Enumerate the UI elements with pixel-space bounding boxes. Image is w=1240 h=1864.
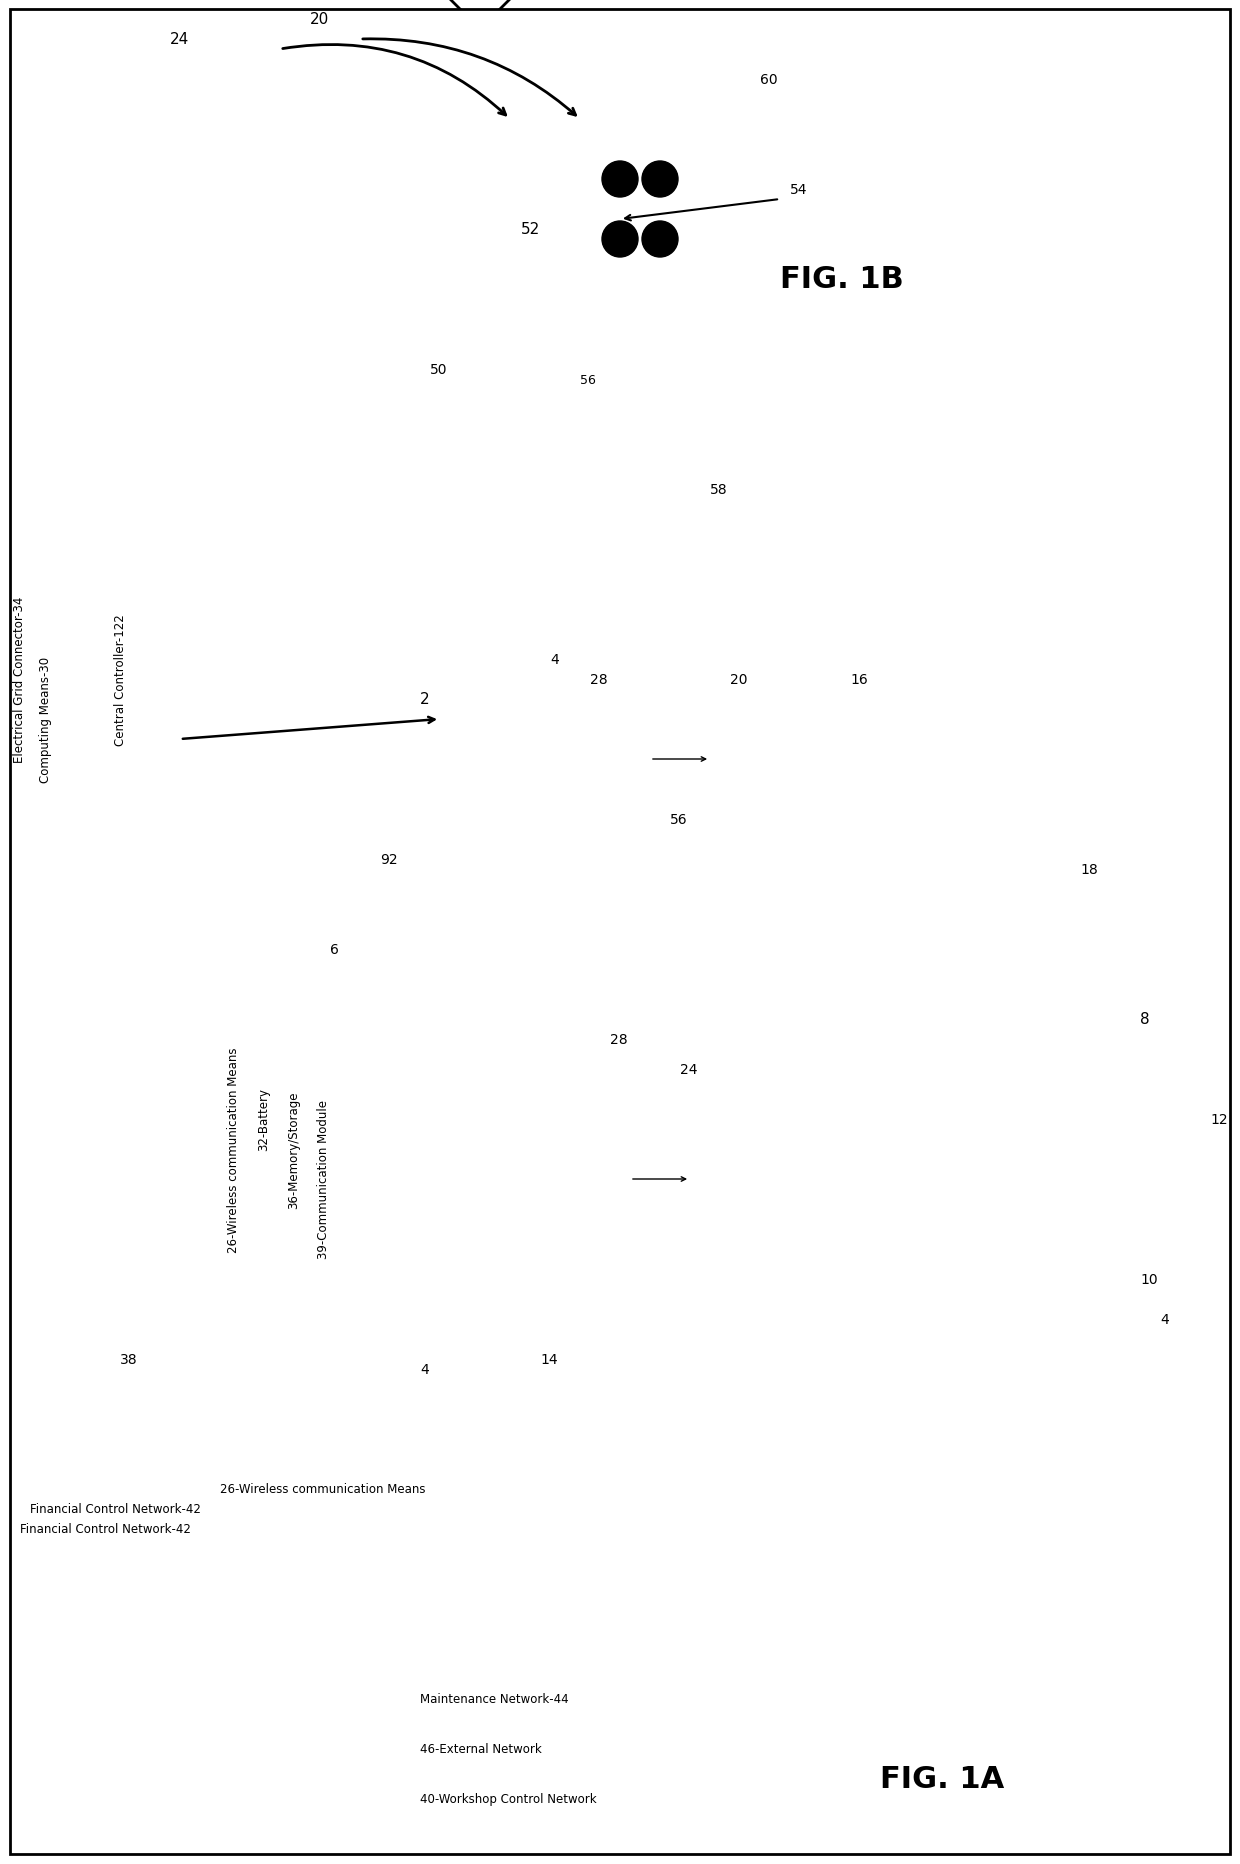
Text: 24: 24 bbox=[170, 32, 190, 47]
Bar bbox=[620, 744, 720, 775]
Text: 14: 14 bbox=[539, 1351, 558, 1366]
Text: 56: 56 bbox=[580, 373, 596, 386]
Text: 32-Battery: 32-Battery bbox=[257, 1089, 270, 1150]
Text: 46-External Network: 46-External Network bbox=[420, 1743, 542, 1756]
Polygon shape bbox=[701, 89, 740, 321]
Text: 20: 20 bbox=[310, 13, 330, 28]
Polygon shape bbox=[460, 1139, 1021, 1159]
Text: 28: 28 bbox=[610, 1033, 627, 1046]
Bar bbox=[600, 1165, 701, 1195]
Text: 54: 54 bbox=[790, 183, 807, 198]
Text: 92: 92 bbox=[379, 852, 398, 867]
Text: 20: 20 bbox=[730, 673, 748, 686]
Text: 10: 10 bbox=[1140, 1273, 1158, 1286]
Text: 38: 38 bbox=[120, 1351, 138, 1366]
Text: 4: 4 bbox=[1159, 1312, 1169, 1327]
Text: Computing Means-30: Computing Means-30 bbox=[38, 656, 52, 783]
Text: 56: 56 bbox=[670, 813, 688, 826]
Text: 18: 18 bbox=[1080, 863, 1097, 876]
Polygon shape bbox=[60, 651, 180, 949]
Polygon shape bbox=[999, 720, 1021, 779]
Text: Maintenance Network-44: Maintenance Network-44 bbox=[420, 1693, 569, 1706]
Bar bbox=[160, 1679, 270, 1769]
Text: 40-Workshop Control Network: 40-Workshop Control Network bbox=[420, 1793, 596, 1806]
Bar bbox=[440, 740, 999, 779]
Bar bbox=[480, 790, 510, 809]
Text: 6: 6 bbox=[330, 943, 339, 956]
Text: FIG. 1B: FIG. 1B bbox=[780, 265, 904, 295]
Text: 50: 50 bbox=[430, 363, 448, 377]
Circle shape bbox=[601, 162, 639, 198]
Text: FIG. 1A: FIG. 1A bbox=[880, 1765, 1004, 1793]
Text: 39-Communication Module: 39-Communication Module bbox=[317, 1100, 330, 1258]
Polygon shape bbox=[480, 89, 740, 140]
Text: 52: 52 bbox=[521, 222, 539, 237]
Text: Electrical Grid Connector-34: Electrical Grid Connector-34 bbox=[14, 596, 26, 762]
Text: Financial Control Network-42: Financial Control Network-42 bbox=[30, 1502, 201, 1515]
Bar bbox=[500, 160, 600, 300]
Text: 24: 24 bbox=[680, 1062, 697, 1076]
Text: 2: 2 bbox=[420, 692, 429, 706]
Polygon shape bbox=[560, 479, 680, 529]
Bar bbox=[512, 171, 588, 287]
Circle shape bbox=[642, 222, 678, 257]
Polygon shape bbox=[999, 1139, 1021, 1199]
Circle shape bbox=[601, 222, 639, 257]
Text: 4: 4 bbox=[420, 1363, 429, 1376]
Text: 8: 8 bbox=[1140, 1012, 1149, 1027]
Bar bbox=[480, 140, 701, 321]
Polygon shape bbox=[440, 720, 1021, 740]
Bar bbox=[20, 1679, 130, 1769]
Bar bbox=[1100, 1299, 1180, 1329]
Text: 58: 58 bbox=[711, 483, 728, 496]
Text: 26-Wireless communication Means: 26-Wireless communication Means bbox=[219, 1482, 425, 1495]
Bar bbox=[219, 1549, 340, 1650]
Bar bbox=[60, 1549, 180, 1650]
Text: Financial Control Network-42: Financial Control Network-42 bbox=[20, 1523, 191, 1536]
Text: 4: 4 bbox=[551, 652, 559, 667]
Text: 36-Memory/Storage: 36-Memory/Storage bbox=[286, 1090, 300, 1208]
Text: 28: 28 bbox=[590, 673, 608, 686]
Text: 16: 16 bbox=[849, 673, 868, 686]
Circle shape bbox=[642, 162, 678, 198]
Text: 12: 12 bbox=[1210, 1113, 1228, 1126]
Bar bbox=[120, 1409, 180, 1460]
Text: 60: 60 bbox=[760, 73, 777, 88]
Text: 26-Wireless communication Means: 26-Wireless communication Means bbox=[227, 1048, 241, 1253]
Bar bbox=[460, 1159, 999, 1199]
Bar bbox=[300, 1679, 410, 1769]
Text: Central Controller-122: Central Controller-122 bbox=[114, 613, 126, 746]
